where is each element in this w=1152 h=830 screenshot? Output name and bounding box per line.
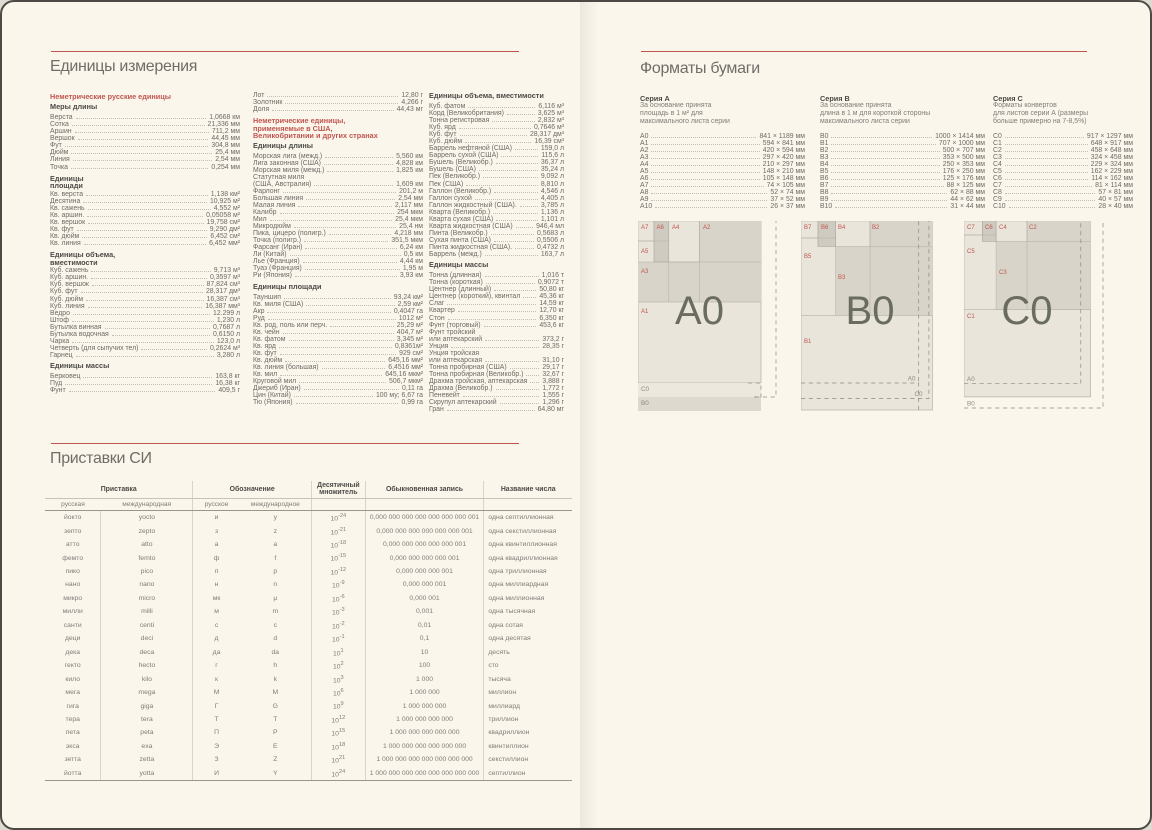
svg-text:B0: B0 (846, 289, 895, 333)
svg-text:C3: C3 (999, 270, 1007, 276)
svg-text:C0: C0 (641, 386, 650, 393)
svg-text:A0: A0 (908, 376, 916, 383)
svg-text:B0: B0 (967, 401, 975, 408)
svg-text:A1: A1 (641, 309, 649, 315)
svg-text:C2: C2 (1029, 225, 1037, 231)
svg-text:B7: B7 (804, 225, 812, 231)
svg-text:B2: B2 (872, 225, 880, 231)
svg-text:A2: A2 (703, 225, 711, 231)
svg-text:C5: C5 (967, 249, 975, 255)
svg-text:C7: C7 (967, 225, 975, 231)
svg-text:A3: A3 (641, 269, 649, 275)
svg-text:B3: B3 (838, 275, 846, 281)
svg-text:C0: C0 (914, 391, 923, 398)
svg-text:A0: A0 (967, 376, 975, 383)
svg-text:B4: B4 (838, 225, 846, 231)
svg-text:A4: A4 (672, 225, 680, 231)
svg-text:C0: C0 (1001, 289, 1052, 333)
svg-text:A5: A5 (641, 249, 649, 255)
svg-text:A6: A6 (657, 225, 665, 231)
svg-text:B0: B0 (641, 400, 649, 407)
svg-text:B1: B1 (804, 339, 812, 345)
svg-text:A7: A7 (641, 225, 649, 231)
svg-text:B6: B6 (821, 225, 829, 231)
svg-text:A0: A0 (675, 289, 724, 333)
svg-text:C1: C1 (967, 314, 975, 320)
svg-text:C6: C6 (985, 225, 993, 231)
svg-text:C4: C4 (999, 225, 1007, 231)
svg-text:B5: B5 (804, 254, 812, 260)
